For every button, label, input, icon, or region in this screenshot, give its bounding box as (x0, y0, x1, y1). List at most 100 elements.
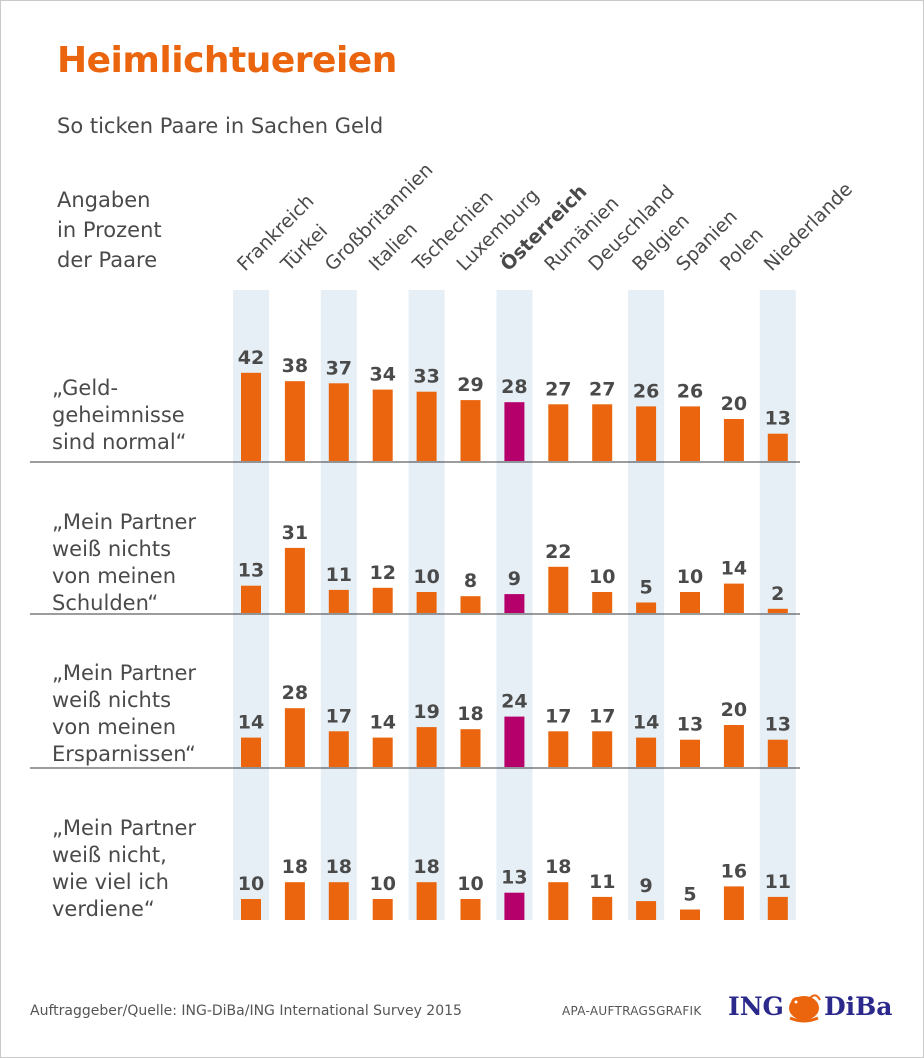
bar (592, 731, 613, 767)
data-label: 13 (677, 714, 703, 736)
bar (723, 886, 744, 920)
source-note: Auftraggeber/Quelle: ING-DiBa/ING Intern… (30, 1003, 462, 1019)
data-label: 10 (677, 566, 703, 588)
bar (636, 737, 657, 767)
chart-subtitle: So ticken Paare in Sachen Geld (57, 114, 384, 138)
lion-icon (789, 994, 821, 1023)
data-label: 24 (501, 691, 527, 713)
chart-title: Heimlichtuereien (57, 40, 397, 81)
row-label-geldgeheimnisse: „Geld- geheimnisse sind normal“ (52, 376, 187, 454)
data-label: 26 (633, 380, 659, 402)
data-label: 14 (721, 558, 747, 580)
bar (767, 433, 788, 461)
data-label: 29 (457, 374, 483, 396)
bar (723, 419, 744, 461)
data-label: 26 (677, 380, 703, 402)
bar (372, 587, 393, 613)
data-label: 27 (589, 378, 615, 400)
column-band-niederlande (759, 290, 796, 920)
data-label: 31 (282, 522, 308, 544)
data-label: 34 (369, 364, 395, 386)
data-label: 10 (457, 873, 483, 895)
data-label: 42 (238, 347, 264, 369)
bar (460, 596, 481, 613)
bar (548, 882, 569, 920)
data-label: 10 (413, 566, 439, 588)
bar (680, 406, 700, 461)
bar (328, 589, 349, 613)
bar (592, 404, 613, 461)
bar (241, 585, 261, 613)
bar (636, 602, 657, 613)
ing-diba-logo: ING DiBa (728, 990, 893, 1026)
row-label-ersparnisse: „Mein Partner weiß nichts von meinen Ers… (52, 661, 197, 766)
data-label: 28 (501, 376, 527, 398)
data-label: 14 (633, 712, 659, 734)
data-label: 18 (545, 856, 571, 878)
bar (416, 882, 437, 920)
bar (548, 404, 569, 461)
bar (284, 381, 305, 461)
bar (680, 739, 700, 767)
row-label-verdienst: „Mein Partner weiß nicht, wie viel ich v… (52, 816, 197, 921)
data-label: 17 (589, 705, 615, 727)
data-label: 37 (326, 357, 352, 379)
bar (460, 899, 481, 920)
bar (767, 896, 788, 920)
bar (504, 402, 525, 461)
bar (372, 389, 393, 461)
data-label: 16 (721, 860, 747, 882)
bar (460, 400, 481, 461)
data-label: 9 (639, 875, 652, 897)
bar (767, 739, 788, 767)
bar (504, 594, 525, 613)
data-label: 28 (282, 682, 308, 704)
bar (548, 566, 569, 613)
data-label: 27 (545, 378, 571, 400)
data-label: 22 (545, 541, 571, 563)
bar (328, 731, 349, 767)
data-label: 12 (369, 562, 395, 584)
bar (767, 608, 788, 613)
data-label: 18 (457, 703, 483, 725)
bar (680, 909, 700, 920)
data-label: 20 (721, 393, 747, 415)
bar (284, 547, 305, 613)
data-label: 20 (721, 699, 747, 721)
data-label: 2 (771, 583, 784, 605)
credit-note: APA-AUFTRAGSGRAFIK (562, 1004, 702, 1018)
data-label: 11 (326, 564, 352, 586)
bar (548, 731, 569, 767)
bar (372, 899, 393, 920)
bar (372, 737, 393, 767)
bar (241, 372, 261, 461)
data-label: 38 (282, 355, 308, 377)
bar (241, 737, 261, 767)
data-label: 14 (238, 712, 264, 734)
bar (680, 592, 700, 613)
data-label: 18 (282, 856, 308, 878)
bar (416, 727, 437, 767)
bar (284, 708, 305, 767)
bar (592, 592, 613, 613)
data-label: 13 (765, 408, 791, 430)
bar (416, 391, 437, 461)
data-label: 18 (326, 856, 352, 878)
bar (504, 892, 525, 920)
data-label: 18 (413, 856, 439, 878)
bar (723, 725, 744, 767)
data-label: 13 (501, 867, 527, 889)
logo-text-ing: ING (728, 992, 784, 1021)
data-label: 17 (326, 705, 352, 727)
bar (416, 592, 437, 613)
data-label: 11 (589, 871, 615, 893)
data-label: 5 (683, 884, 696, 906)
bar (636, 901, 657, 920)
bar (504, 716, 525, 767)
row-label-schulden: „Mein Partner weiß nichts von meinen Sch… (52, 510, 197, 615)
bar (723, 583, 744, 613)
data-label: 11 (765, 871, 791, 893)
bar (636, 406, 657, 461)
data-label: 9 (508, 568, 521, 590)
